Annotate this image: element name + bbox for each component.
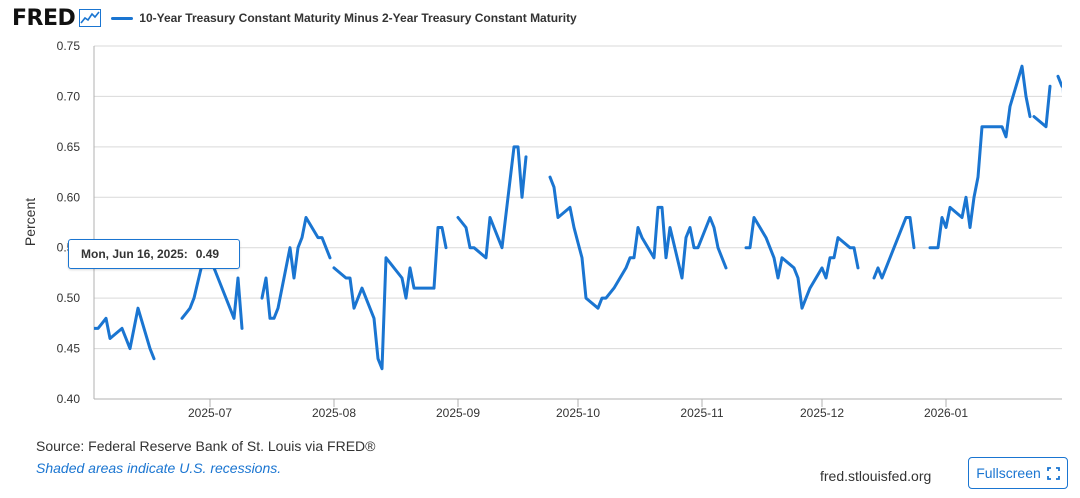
series-line xyxy=(1056,74,1062,94)
y-tick-label: 0.50 xyxy=(57,291,81,305)
line-chart-icon xyxy=(79,9,102,27)
y-axis-title: Percent xyxy=(22,198,38,246)
tooltip-value: 0.49 xyxy=(195,247,220,261)
x-tick-label: 2025-09 xyxy=(436,406,480,420)
grid-lines xyxy=(94,45,1062,400)
fred-logo[interactable]: FRED xyxy=(12,5,76,31)
x-tick-label: 2025-10 xyxy=(556,406,600,420)
x-tick-label: 2026-01 xyxy=(924,406,968,420)
x-tick-label: 2025-12 xyxy=(800,406,844,420)
legend-swatch xyxy=(111,16,134,20)
y-tick-label: 0.70 xyxy=(57,89,81,103)
y-tick-label: 0.65 xyxy=(57,140,81,154)
data-tooltip: Mon, Jun 16, 2025: 0.49 xyxy=(68,239,240,269)
legend-item[interactable]: 10-Year Treasury Constant Maturity Minus… xyxy=(111,11,577,25)
y-tick-label: 0.75 xyxy=(57,39,81,53)
x-tick-label: 2025-07 xyxy=(188,406,232,420)
series-line xyxy=(180,246,208,320)
fullscreen-icon xyxy=(1046,466,1060,480)
site-url[interactable]: fred.stlouisfed.org xyxy=(820,468,932,484)
data-series xyxy=(94,64,1062,371)
series-line xyxy=(260,216,332,320)
fullscreen-button[interactable]: Fullscreen xyxy=(968,457,1068,489)
fullscreen-label: Fullscreen xyxy=(976,465,1041,481)
x-axis-ticks: 2025-07 2025-08 2025-09 2025-10 2025-11 2025-… xyxy=(188,399,968,420)
series-line xyxy=(872,216,916,280)
y-axis-ticks: 0.400.450.500.550.600.650.700.75 xyxy=(57,39,81,406)
series-line xyxy=(94,306,156,361)
y-tick-label: 0.60 xyxy=(57,190,81,204)
series-line xyxy=(456,145,528,260)
series-line xyxy=(744,216,860,310)
source-note: Source: Federal Reserve Bank of St. Loui… xyxy=(36,438,376,454)
y-tick-label: 0.45 xyxy=(57,342,81,356)
series-line xyxy=(548,175,728,310)
y-tick-label: 0.40 xyxy=(57,392,81,406)
series-line xyxy=(1032,84,1052,129)
x-tick-label: 2025-08 xyxy=(312,406,356,420)
series-line xyxy=(928,64,1032,250)
recession-note-link[interactable]: Shaded areas indicate U.S. recessions. xyxy=(36,460,282,476)
chart-header: FRED 10-Year Treasury Constant Maturity … xyxy=(12,4,577,32)
legend-label: 10-Year Treasury Constant Maturity Minus… xyxy=(139,11,577,25)
x-tick-label: 2025-11 xyxy=(680,406,723,420)
axes xyxy=(93,46,1062,400)
tooltip-date: Mon, Jun 16, 2025: xyxy=(81,247,188,261)
series-line xyxy=(332,226,448,371)
